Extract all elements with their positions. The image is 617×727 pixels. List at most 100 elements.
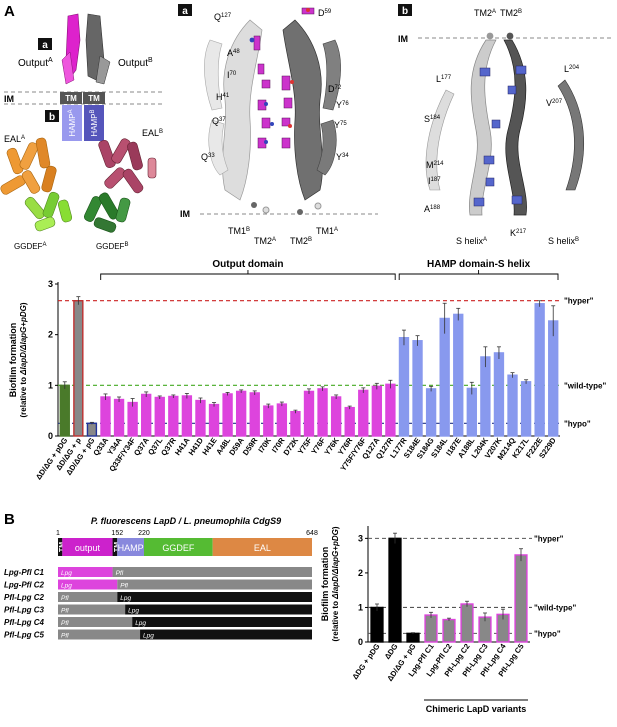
y-axis-sublabel-suffix: ) [19, 302, 28, 305]
panel-b-label: B [4, 511, 15, 528]
ggdef-a-domain [24, 191, 73, 232]
s-helix-b-label: S helixB [548, 236, 579, 246]
panel-a-label: A [4, 3, 15, 20]
s-helix-a-label: S helixA [456, 236, 487, 246]
res-v207: V207 [546, 98, 563, 108]
inset-a-view-badge-text: a [182, 6, 188, 17]
loop-a [425, 89, 455, 191]
construct-segment-2-label: Lpg [128, 608, 139, 615]
structure-overview: a OutputA OutputB IM TM TM HAMPA HAMPB b… [0, 13, 165, 251]
output-a-strand [61, 51, 75, 85]
construct-name: Pfl-Lpg C3 [4, 606, 45, 615]
group-label: HAMP domain-S helix [427, 259, 531, 270]
reference-line-label: "wild-type" [534, 603, 576, 612]
inset-b-tm2a-ball [486, 32, 494, 40]
eal-b-domain [98, 138, 157, 194]
im-label: IM [4, 94, 14, 104]
tm1b-label: TM1B [228, 226, 250, 236]
construct-segment-2 [112, 567, 312, 577]
construct-segment-1-label: Pfl [61, 608, 69, 615]
tm-b-label: TM [88, 94, 100, 103]
bar [235, 390, 247, 437]
bar [406, 632, 420, 643]
bar [385, 383, 396, 437]
res-l177: L177 [436, 74, 452, 84]
y-axis-sublabel-suffix: ) [331, 526, 340, 529]
construct-segment-1 [58, 604, 126, 615]
hamp-a-box [62, 105, 82, 141]
group-label: Output domain [212, 259, 283, 270]
construct-name: Pfl-Lpg C2 [4, 593, 45, 602]
res-k217: K217 [510, 228, 527, 238]
inset-a-view: a [178, 4, 378, 246]
bar [398, 337, 410, 437]
inset-a-badge [38, 38, 52, 50]
construct-name: Lpg-Pfl C1 [4, 568, 45, 577]
bar [181, 395, 193, 437]
bar [460, 603, 474, 643]
y-tick-label: 3 [48, 279, 53, 289]
bar [154, 396, 165, 437]
inset-b-view-badge [398, 4, 412, 16]
tm2b-label: TM2B [290, 236, 312, 246]
res-q33: Q33 [201, 152, 215, 162]
construct-name: Pfl-Lpg C5 [4, 631, 45, 640]
eal-a-domain [0, 137, 57, 195]
bar [208, 403, 220, 437]
bar [100, 396, 111, 437]
res-y34: Y34 [336, 152, 349, 162]
x-tick-label: ΔDG + pDG [350, 642, 381, 681]
domain-tick-label: 648 [306, 530, 318, 537]
ggdef-a-label: GGDEFA [14, 242, 46, 251]
tm-a-label: TM [65, 94, 77, 103]
inset-a-badge-text: a [42, 40, 48, 51]
output-b-label: OutputB [118, 57, 153, 69]
domain-segment [112, 538, 118, 556]
res-d59: D59 [318, 8, 332, 18]
construct-segment-2 [132, 617, 312, 627]
construct-segment-1-label: Pfl [61, 633, 69, 640]
hamp-residues [473, 65, 527, 207]
bar [534, 303, 545, 437]
res-a48: A48 [227, 48, 240, 58]
bar [195, 399, 206, 437]
res-i187: I187 [428, 176, 441, 186]
interface-residues [253, 7, 315, 149]
inset-b-tm2b-ball [506, 32, 514, 40]
domain-label: output [75, 543, 101, 553]
y-axis-sublabel-prefix: (relative to [331, 599, 340, 642]
protomer-a-strand [208, 119, 229, 176]
domain-segment [212, 538, 312, 556]
bar [59, 384, 70, 437]
bar [424, 614, 438, 643]
inset-b-badge-text: b [49, 112, 55, 123]
construct-segment-1-label: Pfl [61, 620, 69, 627]
construct-name: Pfl-Lpg C4 [4, 618, 45, 627]
panel-b-title: P. fluorescens LapD / L. pneumophila Cdg… [91, 516, 281, 526]
tm1b-ball [251, 202, 257, 208]
bar [86, 422, 98, 437]
construct-segment-2 [117, 579, 312, 590]
construct-segment-1 [58, 617, 133, 627]
res-y75: Y75 [334, 120, 347, 130]
reference-line-label: "hypo" [534, 629, 561, 638]
res-y76: Y76 [336, 100, 349, 110]
bar [370, 606, 384, 643]
protomer-a-helix [222, 19, 263, 201]
bar [548, 320, 559, 437]
protomer-b-helix [282, 19, 323, 201]
tm2a-ball [262, 206, 270, 214]
interface-o-atoms [288, 8, 310, 128]
construct-name: Lpg-Pfl C2 [4, 581, 45, 590]
bar [412, 340, 423, 437]
bar [466, 387, 477, 437]
protomer-b-sheet [322, 39, 341, 111]
tm2b-ball [297, 209, 303, 215]
bar [520, 381, 532, 437]
domain-label: GGDEF [162, 543, 195, 553]
y-tick-label: 2 [358, 568, 363, 578]
y-axis-sublabel: (relative to ΔlapD/ΔlapG+pDG) [19, 302, 28, 417]
bar [371, 385, 383, 437]
group-bracket [398, 273, 559, 280]
